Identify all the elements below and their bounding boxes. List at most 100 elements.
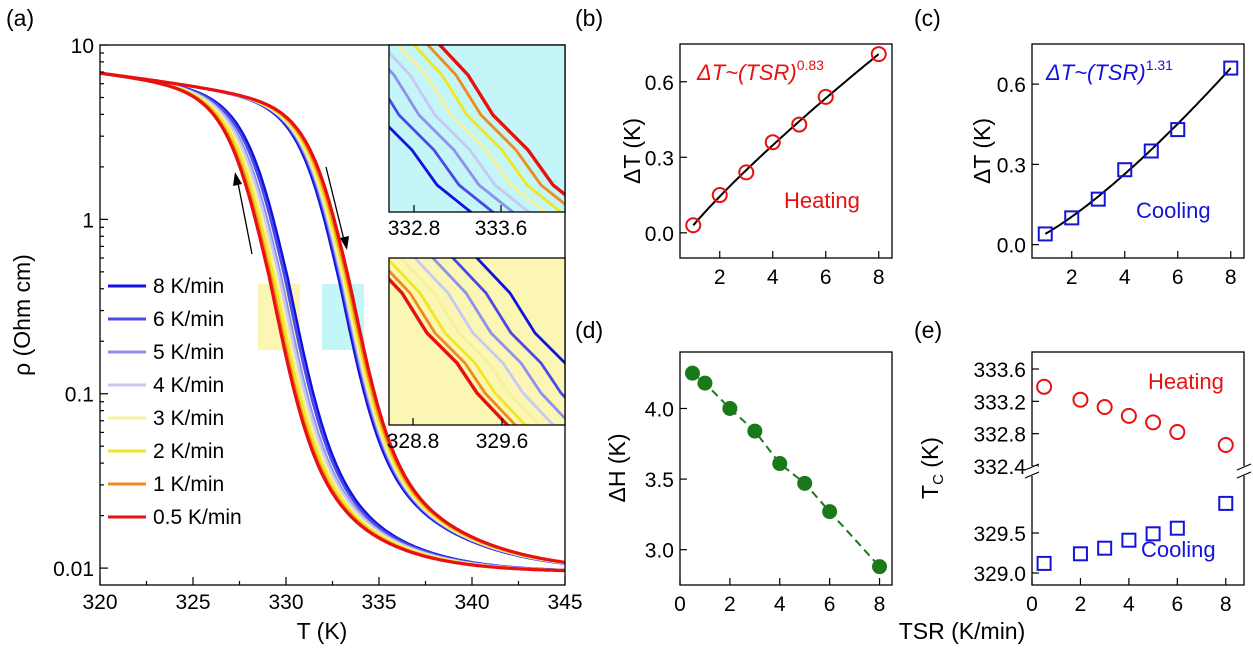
data-point	[772, 456, 788, 472]
inset-curve	[389, 50, 531, 212]
axis-break-mark	[1236, 471, 1252, 479]
data-point	[685, 217, 702, 234]
ytick-label: 332.4	[973, 456, 1026, 479]
ytick-label: 0.6	[997, 74, 1026, 97]
panel-c-cooling-label: Cooling	[1136, 198, 1211, 223]
heating-point	[1096, 398, 1113, 415]
inset-curve	[425, 45, 565, 206]
xtick-label: 8	[874, 593, 886, 616]
panel-a-ytick-label: 0.01	[53, 558, 94, 581]
panel-c-plot: 2 4 6 8 0.0 0.3 0.6 ΔT (K) ΔT~(TSR)1.31 Coolin…	[969, 43, 1245, 289]
legend-entry: 2 K/min	[153, 440, 224, 463]
data-point	[1090, 191, 1106, 207]
xtick-label: 2	[714, 266, 726, 289]
ytick-label: 329.5	[973, 523, 1026, 546]
xtick-label: 4	[774, 593, 786, 616]
panel-c-exponent: 1.31	[1146, 57, 1173, 73]
heating-point	[1120, 407, 1137, 424]
data-point	[1143, 143, 1159, 159]
panel-b-frame	[679, 43, 893, 259]
data-point	[711, 187, 728, 204]
inset-curve	[450, 258, 565, 400]
axis-break-mark	[1236, 463, 1252, 471]
inset-curve	[389, 96, 495, 212]
panel-b-exponent: 0.83	[797, 57, 824, 73]
heating-point	[1217, 436, 1234, 453]
heating-point	[1036, 378, 1053, 395]
ytick-label: 3.5	[645, 469, 674, 492]
data-point	[1117, 162, 1133, 178]
panel-a-xtick-label: 335	[361, 591, 396, 614]
curve-c-0-5-K-min	[100, 71, 565, 573]
xtick-label: 0	[1026, 593, 1038, 616]
heating-point	[1072, 391, 1089, 408]
curve-h-0-5-K-min	[100, 71, 565, 564]
panel-b-formula: ΔT~(TSR)	[696, 60, 797, 85]
panel-e-ylabel: TC (K)	[917, 437, 947, 499]
panel-b-ylabel: ΔT (K)	[619, 118, 645, 184]
data-point	[1037, 226, 1053, 242]
panel-e-plot: 0 2 4 6 8 329.0 329.5 332.4 332.8 333.2 333.6 TC (…	[917, 351, 1252, 616]
data-point	[872, 559, 888, 575]
cooling-point	[1097, 540, 1113, 556]
panel-c-power-law-label: ΔT~(TSR)1.31	[1045, 57, 1173, 85]
data-point	[870, 46, 887, 63]
panel-label-d: (d)	[575, 317, 603, 343]
cooling-point	[1121, 532, 1137, 548]
inset-curve	[389, 125, 473, 212]
xtick-label: 4	[1119, 266, 1131, 289]
xtick-label: 8	[1220, 593, 1232, 616]
panel-d-frame	[679, 351, 893, 586]
data-point	[1170, 122, 1186, 138]
data-point	[1223, 60, 1239, 76]
inset-curve	[389, 276, 510, 425]
ytick-label: 333.6	[973, 359, 1026, 382]
panel-a-xtick-label: 320	[82, 591, 117, 614]
panel-b-heating-label: Heating	[784, 188, 860, 213]
legend-entry: 6 K/min	[153, 308, 224, 331]
cooling-point	[1218, 495, 1234, 511]
inset-curve	[395, 45, 547, 212]
cooling-point	[1072, 546, 1088, 562]
axis-break-gap	[1238, 466, 1250, 476]
inset-curve	[389, 67, 515, 212]
panel-c-frame	[1031, 43, 1245, 259]
xtick-label: 8	[1225, 266, 1237, 289]
data-point	[791, 116, 808, 133]
xtick-label: 2	[1066, 266, 1078, 289]
panel-a-ylabel: ρ (Ohm cm)	[9, 254, 35, 376]
legend-entry: 5 K/min	[153, 341, 224, 364]
panel-d-ylabel: ΔH (K)	[604, 433, 630, 502]
panel-e-heating-label: Heating	[1148, 369, 1224, 394]
panel-a-xtick-label: 330	[268, 591, 303, 614]
xtick-label: 6	[1171, 593, 1183, 616]
panel-a-legend: 8 K/min 6 K/min 5 K/min 4 K/min 3 K/min 2 K/m…	[108, 275, 242, 529]
legend-entry: 8 K/min	[153, 275, 224, 298]
inset-cooling: 328.8 329.6	[387, 257, 566, 453]
inset-cooling-background	[389, 258, 565, 425]
panel-a-xtick-label: 325	[175, 591, 210, 614]
xtick-label: 6	[824, 593, 836, 616]
inset-curve	[398, 258, 542, 425]
xtick-label: 6	[820, 266, 832, 289]
inset-curve	[474, 258, 565, 366]
ytick-label: 0.0	[997, 235, 1026, 258]
heating-point	[1145, 414, 1162, 431]
inset-xtick-label: 328.8	[387, 430, 440, 453]
panel-d-plot: 0 2 4 6 8 3.0 3.5 4.0 ΔH (K)	[604, 351, 893, 616]
legend-entry: 1 K/min	[153, 473, 224, 496]
xtick-label: 8	[873, 266, 885, 289]
data-point	[738, 164, 755, 181]
heating-point	[1169, 424, 1186, 441]
data-point	[747, 423, 763, 439]
panel-b-power-law-label: ΔT~(TSR)0.83	[696, 57, 824, 85]
inset-xtick-label: 332.8	[388, 217, 441, 240]
data-point	[797, 475, 813, 491]
legend-entry: 4 K/min	[153, 374, 224, 397]
panel-label-b: (b)	[575, 5, 603, 31]
axis-break-gap	[1026, 466, 1038, 476]
panel-label-c: (c)	[914, 5, 941, 31]
inset-heating-frame	[388, 44, 566, 213]
dashed-line	[691, 372, 881, 568]
